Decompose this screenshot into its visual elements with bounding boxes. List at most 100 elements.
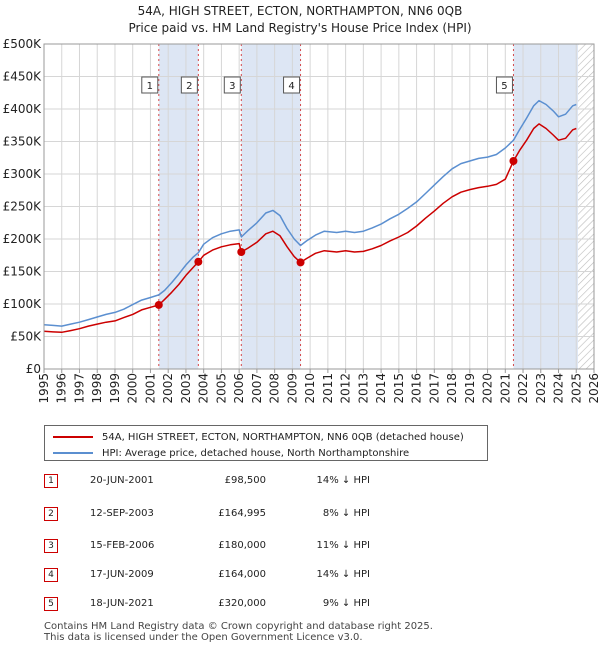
sale-row: 2 12-SEP-2003 £164,995 8% ↓ HPI: [44, 507, 374, 523]
sale-price: £164,995: [218, 508, 266, 519]
x-tick-label: 2004: [197, 373, 211, 404]
x-tick-label: 2009: [285, 373, 299, 404]
x-tick-label: 2005: [214, 373, 228, 404]
x-tick-label: 2024: [552, 373, 566, 404]
x-tick-label: 2011: [321, 373, 335, 404]
legend-swatch-property: [53, 436, 93, 438]
x-tick-label: 2023: [534, 373, 548, 404]
title-line-2: Price paid vs. HM Land Registry's House …: [128, 21, 472, 35]
sale-label-box: [180, 76, 198, 94]
series-line-hpi: [43, 99, 577, 327]
y-tick-label: £200K: [3, 232, 43, 246]
y-tick-label: £100K: [3, 297, 43, 311]
plot-frame: [43, 43, 595, 370]
x-axis-ticks: 1995 1996 1997 1998 1999 2000 2001 2002 2003 2004…: [37, 369, 600, 404]
sale-marker-dot: [296, 258, 305, 267]
sale-label-box: [283, 76, 301, 94]
sale-marker-dot: [194, 257, 203, 266]
legend-label-hpi: HPI: Average price, detached house, Nort…: [102, 447, 410, 459]
x-tick-label: 1995: [37, 373, 51, 404]
sale-marker-dot: [509, 157, 518, 165]
sale-label-box: [141, 76, 159, 94]
sale-label-number: 4: [288, 81, 294, 92]
sale-label-number: 2: [186, 81, 192, 92]
sale-row: 1 20-JUN-2001 £98,500 14% ↓ HPI: [44, 474, 374, 490]
legend-swatch-hpi: [53, 452, 93, 454]
sale-number-badge: 2: [44, 507, 58, 521]
sale-label-number: 3: [229, 81, 235, 92]
footer-licence: This data is licensed under the Open Gov…: [44, 632, 363, 643]
sale-price: £98,500: [224, 475, 266, 486]
x-tick-label: 2003: [179, 373, 193, 404]
x-tick-label: 2026: [587, 373, 600, 404]
sale-marker-dot: [154, 300, 163, 309]
y-tick-label: £0: [26, 362, 41, 376]
sale-reference-lines: [158, 44, 514, 369]
x-tick-label: 2019: [463, 373, 477, 404]
sale-hpi-diff: 9% ↓ HPI: [322, 598, 370, 609]
sale-number-badge: 4: [44, 568, 58, 582]
sale-label-number: 1: [147, 81, 153, 92]
sale-hpi-diff: 14% ↓ HPI: [316, 475, 370, 486]
sale-number-badge: 1: [44, 474, 58, 488]
x-tick-label: 2007: [250, 373, 264, 404]
sale-date: 17-JUN-2009: [90, 569, 154, 580]
sale-number-badge: 5: [44, 597, 58, 611]
x-tick-label: 2008: [268, 373, 282, 404]
y-tick-label: £500K: [3, 37, 43, 51]
price-chart: 1 2 3 4 5 £0 £50K £100K £150K £200K £250K £300K £35…: [3, 37, 600, 404]
sale-price: £164,000: [218, 569, 266, 580]
legend-item-property: 54A, HIGH STREET, ECTON, NORTHAMPTON, NN…: [53, 430, 464, 444]
y-tick-label: £350K: [3, 135, 43, 149]
x-tick-label: 2022: [516, 373, 530, 404]
sale-markers: [154, 157, 518, 309]
sale-price: £320,000: [218, 598, 266, 609]
x-tick-label: 2002: [161, 373, 175, 404]
x-tick-label: 1997: [72, 373, 86, 404]
sale-price: £180,000: [218, 540, 266, 551]
y-tick-label: £300K: [3, 167, 43, 181]
x-tick-label: 2025: [569, 373, 583, 404]
footer-copyright: Contains HM Land Registry data © Crown c…: [44, 621, 433, 632]
y-tick-label: £450K: [3, 70, 43, 84]
x-tick-label: 2015: [392, 373, 406, 404]
x-tick-label: 1996: [55, 373, 69, 404]
sale-labels: 1 2 3 4 5: [141, 76, 513, 94]
x-tick-label: 2006: [232, 373, 246, 404]
x-tick-label: 2018: [445, 373, 459, 404]
x-tick-label: 2012: [339, 373, 353, 404]
sale-label-box: [495, 76, 513, 94]
sale-date: 20-JUN-2001: [90, 475, 154, 486]
sale-hpi-diff: 14% ↓ HPI: [316, 569, 370, 580]
x-tick-label: 2014: [374, 373, 388, 404]
y-axis-ticks: £0 £50K £100K £150K £200K £250K £300K £350K £400…: [3, 37, 43, 376]
x-tick-label: 1998: [90, 373, 104, 404]
x-tick-label: 2017: [427, 373, 441, 404]
legend: 54A, HIGH STREET, ECTON, NORTHAMPTON, NN…: [44, 425, 488, 461]
sale-hpi-diff: 8% ↓ HPI: [322, 508, 370, 519]
x-tick-label: 1999: [108, 373, 122, 404]
legend-item-hpi: HPI: Average price, detached house, Nort…: [53, 446, 409, 460]
sale-date: 15-FEB-2006: [90, 540, 155, 551]
sale-label-number: 5: [501, 81, 507, 92]
sale-row: 4 17-JUN-2009 £164,000 14% ↓ HPI: [44, 568, 374, 584]
y-tick-label: £400K: [3, 102, 43, 116]
sale-hpi-diff: 11% ↓ HPI: [316, 540, 370, 551]
legend-label-property: 54A, HIGH STREET, ECTON, NORTHAMPTON, NN…: [102, 431, 464, 443]
sale-row: 5 18-JUN-2021 £320,000 9% ↓ HPI: [44, 597, 374, 613]
y-tick-label: £150K: [3, 265, 43, 279]
sale-date: 12-SEP-2003: [90, 508, 154, 519]
x-tick-label: 2013: [356, 373, 370, 404]
x-tick-label: 2001: [143, 373, 157, 404]
sale-number-badge: 3: [44, 539, 58, 553]
sale-date: 18-JUN-2021: [90, 598, 154, 609]
chart-title: 54A, HIGH STREET, ECTON, NORTHAMPTON, NN…: [0, 3, 600, 37]
x-tick-label: 2016: [410, 373, 424, 404]
y-tick-label: £50K: [10, 330, 42, 344]
sale-row: 3 15-FEB-2006 £180,000 11% ↓ HPI: [44, 539, 374, 555]
y-tick-label: £250K: [3, 200, 43, 214]
x-tick-label: 2020: [481, 373, 495, 404]
x-tick-label: 2021: [498, 373, 512, 404]
title-line-1: 54A, HIGH STREET, ECTON, NORTHAMPTON, NN…: [137, 4, 463, 18]
footer: Contains HM Land Registry data © Crown c…: [44, 621, 433, 643]
